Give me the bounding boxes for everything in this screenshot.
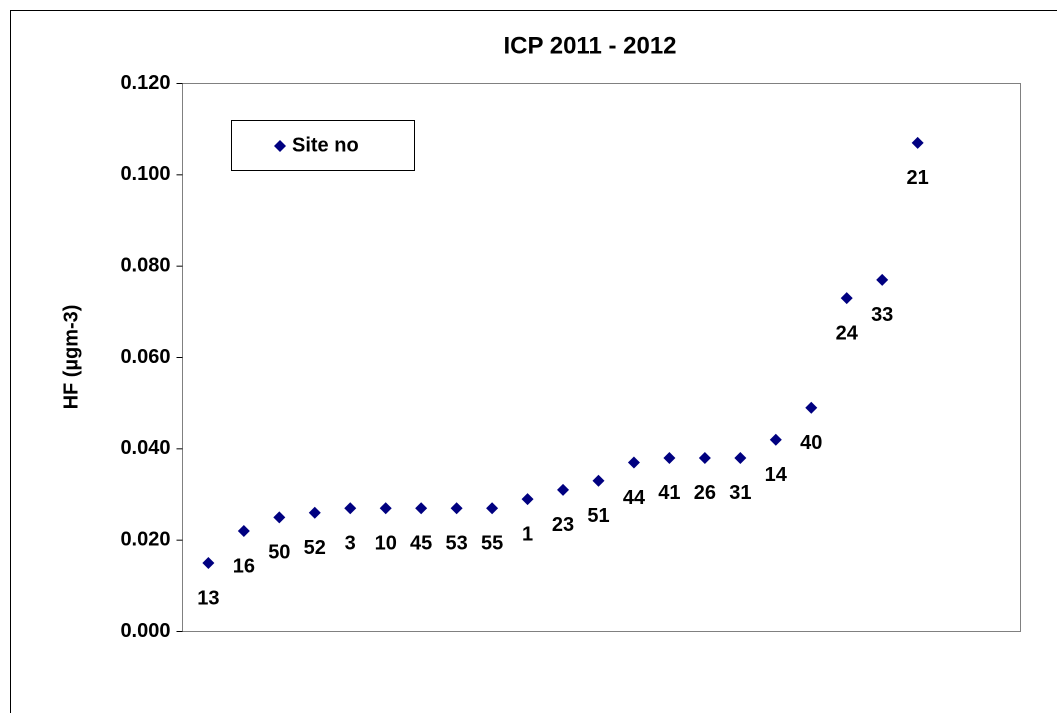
point-label: 45 xyxy=(410,532,432,554)
point-label: 13 xyxy=(197,587,219,609)
point xyxy=(415,502,428,515)
legend-box xyxy=(231,120,415,171)
point xyxy=(308,506,321,519)
point-label: 31 xyxy=(729,482,751,504)
y-tick-label: 0.100 xyxy=(120,163,170,185)
point xyxy=(557,483,570,496)
y-tick-label: 0.020 xyxy=(120,528,170,550)
legend-marker xyxy=(274,140,286,152)
plot-area xyxy=(182,83,1021,632)
point xyxy=(202,557,215,569)
point-label: 16 xyxy=(233,555,255,577)
y-tick-label: 0.080 xyxy=(120,254,170,276)
point-label: 1 xyxy=(522,523,533,545)
legend-label: Site no xyxy=(292,134,359,156)
point xyxy=(627,456,640,469)
point xyxy=(876,273,889,286)
point-label: 55 xyxy=(481,532,503,554)
point-label: 26 xyxy=(694,482,716,504)
point xyxy=(840,292,853,305)
point xyxy=(805,401,818,414)
point-label: 52 xyxy=(304,537,326,559)
point xyxy=(379,502,392,515)
point-label: 50 xyxy=(268,542,290,564)
y-tick-label: 0.060 xyxy=(120,346,170,368)
point-label: 24 xyxy=(836,322,859,344)
point xyxy=(521,493,534,506)
point-label: 14 xyxy=(765,464,788,486)
y-tick-label: 0.120 xyxy=(120,72,170,94)
point-label: 44 xyxy=(623,487,646,509)
point-label: 53 xyxy=(446,532,468,554)
point-label: 21 xyxy=(907,167,929,189)
point xyxy=(911,136,924,149)
point xyxy=(450,502,463,515)
point-label: 23 xyxy=(552,514,574,536)
point xyxy=(769,433,782,446)
point xyxy=(273,511,286,524)
point xyxy=(592,474,605,487)
y-tick-label: 0.040 xyxy=(120,437,170,459)
point xyxy=(698,451,711,464)
point-label: 51 xyxy=(587,505,609,527)
point xyxy=(237,525,250,538)
point xyxy=(344,502,357,515)
y-axis-label: HF (µgm-3) xyxy=(60,305,82,410)
chart-title: ICP 2011 - 2012 xyxy=(503,32,676,59)
point-label: 40 xyxy=(800,432,822,454)
point-label: 10 xyxy=(375,532,397,554)
point xyxy=(486,502,499,515)
point-label: 41 xyxy=(658,482,680,504)
point xyxy=(663,451,676,464)
point xyxy=(734,451,747,464)
y-tick-label: 0.000 xyxy=(120,620,170,642)
point-label: 33 xyxy=(871,304,893,326)
point-label: 3 xyxy=(345,532,356,554)
